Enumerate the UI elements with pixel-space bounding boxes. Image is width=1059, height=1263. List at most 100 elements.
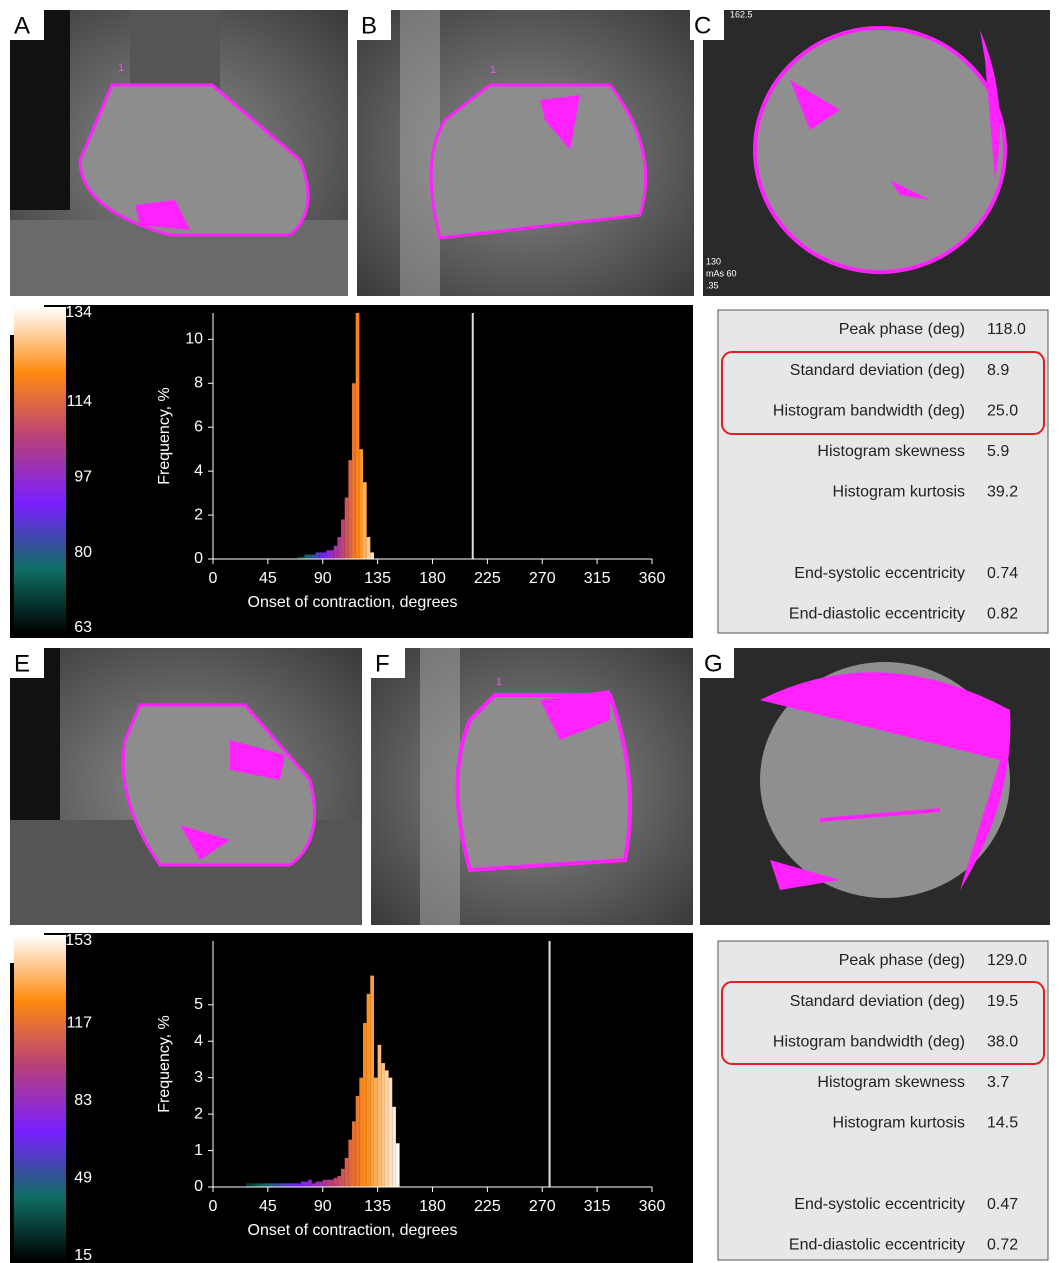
histogram-bar <box>253 1183 257 1187</box>
histogram-bar <box>297 1183 301 1187</box>
colorbar-tick-label: 49 <box>74 1170 92 1187</box>
y-tick-label: 4 <box>194 1032 203 1049</box>
panel-label: F <box>375 650 390 677</box>
histogram-bar <box>308 555 312 559</box>
x-tick-label: 360 <box>639 1198 666 1215</box>
table-row-label: Histogram kurtosis <box>833 1115 965 1132</box>
histogram-bar <box>283 1183 287 1187</box>
histogram-bar <box>392 1107 396 1187</box>
histogram-bar <box>378 1045 382 1187</box>
y-tick-label: 1 <box>194 1142 203 1159</box>
table-row-value: 19.5 <box>987 993 1018 1010</box>
roi-marker: 1 <box>118 62 124 74</box>
histogram-bar <box>264 1183 268 1187</box>
table-row-label: Histogram skewness <box>817 1074 965 1091</box>
y-tick-label: 6 <box>194 418 203 435</box>
colorbar-tick-label: 117 <box>66 1014 92 1031</box>
histogram-bar <box>323 552 327 559</box>
table-row-label: Standard deviation (deg) <box>790 362 965 379</box>
histogram-bar <box>290 1183 294 1187</box>
histogram-bar <box>348 1140 352 1187</box>
x-tick-label: 270 <box>529 1198 556 1215</box>
histogram-bar <box>272 1183 276 1187</box>
roi-marker: 1 <box>490 64 496 76</box>
table-row-label: End-diastolic eccentricity <box>789 1236 965 1253</box>
table-row-value: 8.9 <box>987 362 1009 379</box>
histogram-bar <box>315 552 319 559</box>
roi-marker: 1 <box>496 676 502 688</box>
table-row-value: 118.0 <box>987 321 1026 338</box>
histogram-bar <box>319 552 323 559</box>
histogram-bar <box>359 449 363 559</box>
histogram-bar <box>389 1078 393 1187</box>
table-row-label: Histogram bandwidth (deg) <box>773 1033 965 1050</box>
histogram-bar <box>275 1183 279 1187</box>
table-row-value: 5.9 <box>987 443 1009 460</box>
ct-image-e <box>10 648 362 925</box>
colorbar-tick-label: 114 <box>66 393 92 410</box>
histogram-bar <box>293 1183 297 1187</box>
panel-label: B <box>361 12 377 39</box>
colorbar <box>14 307 66 634</box>
table-row-label: End-diastolic eccentricity <box>789 605 965 622</box>
histogram-bar <box>363 1023 367 1187</box>
scan-info: mAs 60 <box>706 268 737 278</box>
x-axis-label: Onset of contraction, degrees <box>248 1222 458 1239</box>
ct-image-f <box>371 648 693 925</box>
x-tick-label: 90 <box>314 1198 332 1215</box>
colorbar <box>14 935 66 1262</box>
x-tick-label: 360 <box>639 570 666 587</box>
y-tick-label: 3 <box>194 1069 203 1086</box>
colorbar-tick-label: 153 <box>65 932 92 949</box>
histogram-bar <box>337 537 341 559</box>
x-axis-label: Onset of contraction, degrees <box>248 594 458 611</box>
histogram-bar <box>374 1078 378 1187</box>
table-row-value: 38.0 <box>987 1033 1018 1050</box>
histogram-bar <box>330 1180 334 1187</box>
x-tick-label: 225 <box>474 1198 501 1215</box>
ct-image-a <box>10 10 348 296</box>
colorbar-tick-label: 134 <box>65 304 92 321</box>
page: {"panel_labels": ["A", "B", "C", "D", "E… <box>0 0 1059 1263</box>
histogram-bar <box>385 1070 389 1187</box>
histogram-bar <box>315 1182 319 1187</box>
table-row-value: 39.2 <box>987 484 1018 501</box>
histogram-bar <box>341 519 345 559</box>
y-axis-label: Frequency, % <box>156 387 173 485</box>
histogram-bar <box>279 1183 283 1187</box>
table-row-label: Histogram skewness <box>817 443 965 460</box>
x-tick-label: 0 <box>209 570 218 587</box>
histogram-bar <box>323 1180 327 1187</box>
x-tick-label: 0 <box>209 1198 218 1215</box>
table-row-label: Peak phase (deg) <box>839 952 965 969</box>
histogram-bar <box>250 1183 254 1187</box>
colorbar-tick-label: 80 <box>74 544 92 561</box>
y-tick-label: 2 <box>194 506 203 523</box>
histogram-bar <box>326 550 330 559</box>
histogram-bar <box>345 1158 349 1187</box>
table-row-label: Histogram kurtosis <box>833 484 965 501</box>
x-tick-label: 45 <box>259 570 277 587</box>
histogram-bar <box>304 555 308 559</box>
histogram-bar <box>352 383 356 559</box>
histogram-bar <box>261 1183 265 1187</box>
y-tick-label: 2 <box>194 1105 203 1122</box>
histogram-bar <box>370 976 374 1187</box>
histogram-bar <box>301 1182 305 1187</box>
table-row-label: End-systolic eccentricity <box>794 1196 965 1213</box>
colorbar-tick-label: 15 <box>74 1247 92 1263</box>
table-row-label: Peak phase (deg) <box>839 321 965 338</box>
histogram-bar <box>304 1182 308 1187</box>
histogram-bar <box>257 1183 261 1187</box>
scan-info: .35 <box>706 280 719 290</box>
histogram-bar <box>334 546 338 559</box>
panel-label: G <box>704 650 723 677</box>
x-tick-label: 45 <box>259 1198 277 1215</box>
histogram-bar <box>312 555 316 559</box>
x-tick-label: 270 <box>529 570 556 587</box>
y-tick-label: 5 <box>194 996 203 1013</box>
figure: 1 1 1 162.5 130 mAs 60 .35 ABCDEFGH13411… <box>0 0 1059 1263</box>
ct-image-b <box>357 10 694 296</box>
table-row-value: 3.7 <box>987 1074 1009 1091</box>
colorbar-tick-label: 97 <box>74 468 92 485</box>
